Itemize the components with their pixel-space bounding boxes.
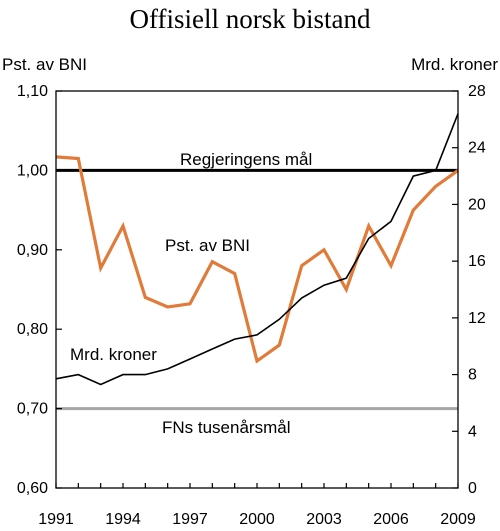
left-tick-label: 0,60 bbox=[17, 480, 48, 497]
annotation-mrd-kroner: Mrd. kroner bbox=[70, 345, 157, 364]
right-tick-labels: 28 24 20 16 12 8 4 0 bbox=[468, 83, 486, 497]
right-tick-label: 8 bbox=[468, 367, 477, 384]
left-tick-label: 1,10 bbox=[17, 83, 48, 100]
x-tick-label: 1991 bbox=[38, 511, 74, 528]
right-tick-label: 20 bbox=[468, 196, 486, 213]
right-tick-label: 16 bbox=[468, 253, 486, 270]
left-tick-labels: 1,10 1,00 0,90 0,80 0,70 0,60 bbox=[17, 83, 48, 497]
left-tick-label: 0,70 bbox=[17, 401, 48, 418]
reference-label-fns-tusenaarsmaal: FNs tusenårsmål bbox=[162, 418, 290, 437]
series-line-pst-av-bni bbox=[55, 155, 459, 364]
x-tick-label: 2009 bbox=[440, 511, 476, 528]
series-lines bbox=[55, 113, 459, 386]
x-tick-label: 2000 bbox=[239, 511, 275, 528]
x-tick-label: 2003 bbox=[306, 511, 342, 528]
x-tick-labels: 1991 1994 1997 2000 2003 2006 2009 bbox=[38, 511, 476, 528]
reference-label-regjeringens-maal: Regjeringens mål bbox=[180, 150, 312, 169]
right-axis-label: Mrd. kroner bbox=[411, 55, 498, 74]
left-tick-label: 0,90 bbox=[17, 242, 48, 259]
left-axis-label: Pst. av BNI bbox=[2, 55, 87, 74]
axis-ticks bbox=[55, 90, 459, 489]
x-tick-label: 1994 bbox=[105, 511, 141, 528]
right-tick-label: 0 bbox=[468, 480, 477, 497]
annotation-pst-av-bni: Pst. av BNI bbox=[165, 236, 250, 255]
right-tick-label: 28 bbox=[468, 83, 486, 100]
series-line-mrd-kroner bbox=[55, 113, 459, 386]
right-tick-label: 4 bbox=[468, 423, 477, 440]
chart-title: Offisiell norsk bistand bbox=[130, 4, 371, 34]
x-tick-label: 2006 bbox=[373, 511, 409, 528]
right-tick-label: 12 bbox=[468, 310, 486, 327]
left-tick-label: 1,00 bbox=[17, 162, 48, 179]
right-tick-label: 24 bbox=[468, 140, 486, 157]
x-tick-label: 1997 bbox=[172, 511, 208, 528]
reference-lines bbox=[56, 168, 458, 411]
left-tick-label: 0,80 bbox=[17, 321, 48, 338]
